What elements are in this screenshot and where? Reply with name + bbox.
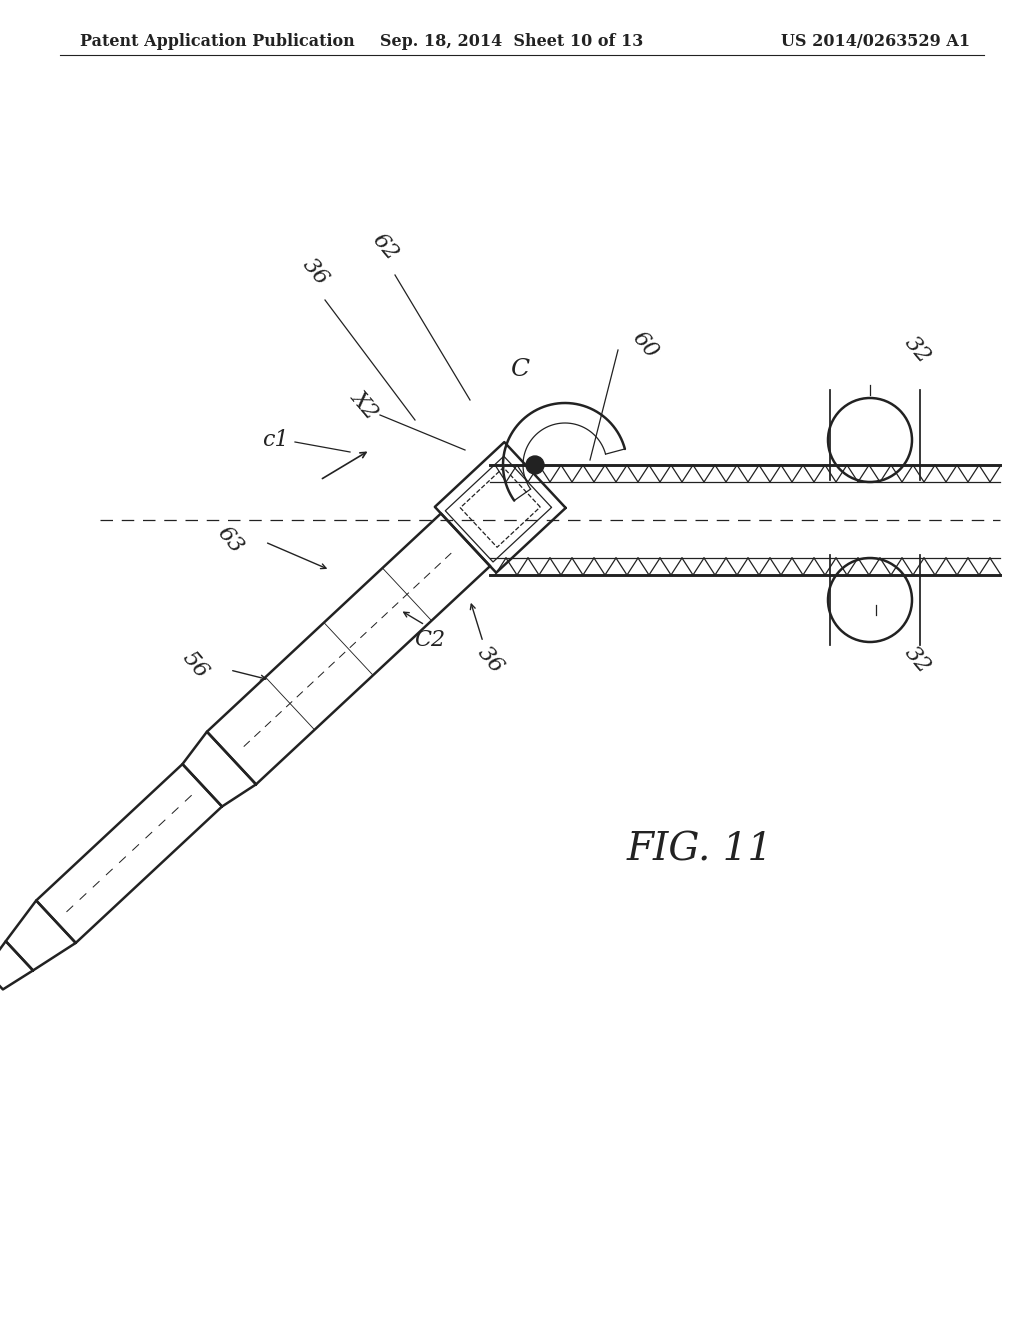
Text: Sep. 18, 2014  Sheet 10 of 13: Sep. 18, 2014 Sheet 10 of 13 (380, 33, 644, 50)
Text: 32: 32 (900, 642, 935, 678)
Text: X2: X2 (347, 387, 383, 424)
Text: FIG. 11: FIG. 11 (627, 832, 773, 869)
Text: c1: c1 (262, 429, 289, 451)
Text: US 2014/0263529 A1: US 2014/0263529 A1 (781, 33, 970, 50)
Text: 56: 56 (177, 647, 213, 682)
Text: 32: 32 (900, 333, 935, 368)
Text: 36: 36 (472, 642, 508, 678)
Text: 60: 60 (628, 327, 663, 363)
Text: C2: C2 (415, 630, 445, 651)
Text: C: C (510, 359, 529, 381)
Text: 63: 63 (213, 523, 248, 558)
Circle shape (526, 455, 544, 474)
Text: Patent Application Publication: Patent Application Publication (80, 33, 354, 50)
Text: 62: 62 (368, 230, 402, 265)
Text: 36: 36 (298, 255, 333, 290)
